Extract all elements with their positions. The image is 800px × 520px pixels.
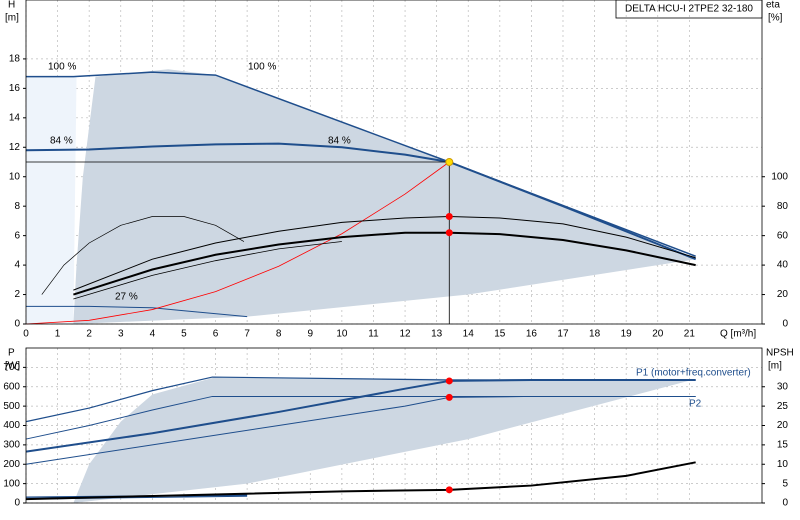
x-tick-label: 8 bbox=[276, 329, 282, 340]
y-tick-label: 18 bbox=[9, 54, 21, 65]
y2-tick-label: 30 bbox=[777, 381, 789, 392]
y-tick-label: 6 bbox=[14, 230, 20, 241]
x-tick-label: 2 bbox=[86, 329, 92, 340]
y-tick-label: 12 bbox=[9, 142, 21, 153]
x-tick-label: 3 bbox=[118, 329, 124, 340]
y-tick-label: 0 bbox=[14, 319, 20, 330]
y2-tick-label: 20 bbox=[777, 289, 789, 300]
y2-tick-label: 60 bbox=[777, 230, 789, 241]
y2-axis-label: NPSH bbox=[766, 348, 794, 359]
x-tick-label: 10 bbox=[336, 329, 348, 340]
curve bbox=[25, 395, 696, 465]
curve bbox=[73, 241, 342, 300]
plot-frame bbox=[25, 0, 763, 325]
y-axis-label: P bbox=[8, 348, 15, 359]
curve-label: 100 % bbox=[48, 62, 76, 73]
duty-point bbox=[445, 486, 453, 494]
y-tick-label: 300 bbox=[3, 440, 20, 451]
y2-tick-label: 80 bbox=[777, 201, 789, 212]
x-tick-label: 4 bbox=[150, 329, 156, 340]
duty-point bbox=[445, 158, 454, 166]
y-tick-label: 8 bbox=[14, 201, 20, 212]
curve-label: 84 % bbox=[50, 136, 73, 147]
x-tick-label: 5 bbox=[181, 329, 187, 340]
curve bbox=[73, 215, 696, 291]
x-tick-label: 14 bbox=[463, 329, 475, 340]
curve-label: 100 % bbox=[248, 62, 276, 73]
x-tick-label: 18 bbox=[589, 329, 601, 340]
operating-area bbox=[73, 377, 696, 503]
y-axis-unit: [m] bbox=[5, 13, 19, 24]
curve bbox=[25, 378, 696, 453]
y-tick-label: 200 bbox=[3, 459, 20, 470]
x-tick-label: 15 bbox=[494, 329, 506, 340]
y2-tick-label: 0 bbox=[782, 498, 788, 509]
curve bbox=[73, 231, 696, 296]
y-tick-label: 500 bbox=[3, 401, 20, 412]
duty-point bbox=[445, 393, 453, 401]
chart-title: DELTA HCU-I 2TPE2 32-180 bbox=[625, 4, 753, 15]
y2-tick-label: 0 bbox=[782, 319, 788, 330]
y-tick-label: 14 bbox=[9, 112, 21, 123]
y2-tick-label: 40 bbox=[777, 260, 789, 271]
x-tick-label: 21 bbox=[684, 329, 696, 340]
curve bbox=[26, 305, 248, 318]
y2-tick-label: 20 bbox=[777, 420, 789, 431]
y-axis-label: H bbox=[8, 0, 15, 11]
y-tick-label: 700 bbox=[3, 362, 20, 373]
y-tick-label: 2 bbox=[14, 289, 20, 300]
y-tick-label: 400 bbox=[3, 420, 20, 431]
curve-label: P2 bbox=[689, 399, 702, 410]
y2-axis-unit: [%] bbox=[768, 13, 783, 24]
curve bbox=[41, 216, 245, 295]
y2-tick-label: 10 bbox=[777, 459, 789, 470]
x-tick-label: 1 bbox=[55, 329, 61, 340]
y2-axis-unit: [m] bbox=[768, 361, 782, 372]
x-tick-label: 12 bbox=[399, 329, 411, 340]
y2-tick-label: 15 bbox=[777, 440, 789, 451]
x-axis-label: Q [m³/h] bbox=[720, 329, 756, 340]
curve-label: P1 (motor+freq.converter) bbox=[636, 368, 751, 379]
plot-frame bbox=[25, 347, 763, 504]
x-tick-label: 7 bbox=[244, 329, 250, 340]
x-tick-label: 11 bbox=[368, 329, 379, 340]
curve-label: 27 % bbox=[115, 292, 138, 303]
curve bbox=[25, 142, 697, 261]
curve-label: 84 % bbox=[328, 136, 351, 147]
y-tick-label: 10 bbox=[9, 171, 21, 182]
y-tick-label: 100 bbox=[3, 478, 20, 489]
y-axis-unit: [W] bbox=[5, 361, 20, 372]
x-tick-label: 20 bbox=[652, 329, 664, 340]
duty-point bbox=[445, 212, 453, 220]
x-tick-label: 9 bbox=[308, 329, 314, 340]
curve bbox=[25, 161, 450, 325]
duty-point bbox=[445, 229, 453, 237]
y-tick-label: 4 bbox=[14, 260, 20, 271]
x-tick-label: 0 bbox=[23, 329, 29, 340]
x-tick-label: 6 bbox=[213, 329, 219, 340]
y2-tick-label: 25 bbox=[777, 401, 789, 412]
y2-axis-label: eta bbox=[766, 0, 780, 11]
y-tick-label: 16 bbox=[9, 83, 21, 94]
y2-tick-label: 100 bbox=[771, 171, 788, 182]
y-tick-label: 600 bbox=[3, 381, 20, 392]
y-tick-label: 0 bbox=[14, 498, 20, 509]
x-tick-label: 17 bbox=[557, 329, 569, 340]
x-tick-label: 16 bbox=[526, 329, 538, 340]
duty-point bbox=[445, 377, 453, 385]
x-tick-label: 19 bbox=[621, 329, 633, 340]
x-tick-label: 13 bbox=[431, 329, 443, 340]
operating-area bbox=[26, 76, 77, 324]
operating-area bbox=[73, 69, 696, 324]
y2-tick-label: 5 bbox=[782, 478, 788, 489]
